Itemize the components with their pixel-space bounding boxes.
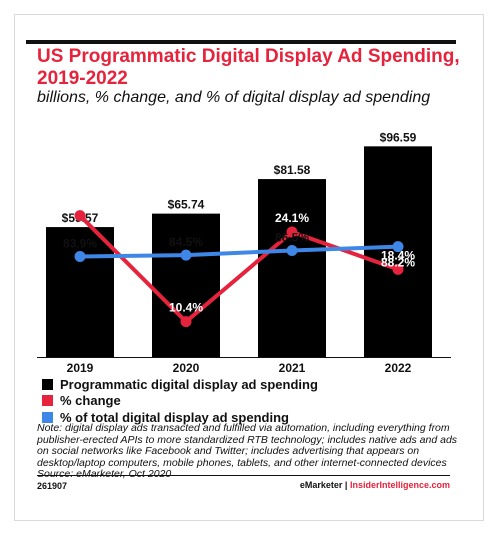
bar-value-label-2021: $81.58 — [274, 163, 311, 177]
point-share-2022 — [392, 241, 404, 253]
line-change — [78, 214, 399, 324]
x-tick-label-2019: 2019 — [67, 361, 94, 375]
x-tick-label-2020: 2020 — [173, 361, 200, 375]
point-label-change-2022: 18.4% — [381, 248, 415, 262]
chart-note: Note: digital display ads transacted and… — [37, 422, 462, 481]
chart-subtitle: billions, % change, and % of digital dis… — [37, 89, 431, 106]
point-share-2019 — [74, 250, 86, 262]
chart-id: 261907 — [37, 481, 68, 491]
brand-site: InsiderIntelligence.com — [349, 480, 450, 490]
bar-value-label-2022: $96.59 — [380, 130, 417, 144]
legend-item-spending: Programmatic digital display ad spending — [42, 376, 462, 393]
legend-item-share: % of total digital display ad spending — [42, 409, 462, 426]
bar-2021 — [258, 179, 326, 357]
x-tick-label-2022: 2022 — [385, 361, 412, 375]
point-label-change-2020: 10.4% — [169, 301, 203, 315]
header-rule — [26, 40, 456, 44]
source-text: Source: eMarketer, Oct 2020 — [37, 468, 172, 480]
point-change-2019 — [74, 210, 86, 222]
legend-label-spending: Programmatic digital display ad spending — [60, 376, 318, 392]
bar-2020 — [152, 213, 220, 357]
chart-legend: Programmatic digital display ad spending… — [42, 376, 462, 426]
legend-swatch-spending — [42, 378, 53, 390]
point-change-2020 — [180, 316, 192, 328]
bar-value-label-2020: $65.74 — [168, 198, 205, 212]
brand-separator: | — [344, 480, 348, 490]
point-label-share-2022: 88.2% — [381, 256, 415, 270]
point-share-2020 — [180, 249, 192, 261]
point-change-2021 — [286, 226, 298, 238]
x-tick-label-2021: 2021 — [279, 361, 306, 375]
brand-name: eMarketer — [299, 480, 343, 490]
legend-label-share: % of total digital display ad spending — [60, 409, 289, 425]
point-label-share-2021: 86.5% — [275, 231, 309, 245]
footer-brand: eMarketer | InsiderIntelligence.com — [300, 480, 450, 490]
legend-swatch-change — [42, 395, 53, 407]
note-text: Note: digital display ads transacted and… — [37, 422, 458, 469]
legend-label-change: % change — [60, 393, 121, 409]
legend-item-change: % change — [42, 393, 462, 410]
point-change-2022 — [392, 263, 404, 275]
line-share — [79, 244, 399, 259]
footer-rule — [37, 475, 450, 476]
point-label-share-2019: 83.9% — [63, 236, 97, 250]
legend-swatch-share — [42, 411, 53, 423]
point-label-share-2020: 84.5% — [169, 235, 203, 249]
point-label-change-2021: 24.1% — [275, 211, 309, 225]
point-share-2021 — [286, 245, 298, 257]
chart-title: US Programmatic Digital Display Ad Spend… — [37, 46, 460, 89]
point-label-change-2019: 26.6% — [63, 195, 97, 209]
bar-2019 — [46, 227, 114, 357]
